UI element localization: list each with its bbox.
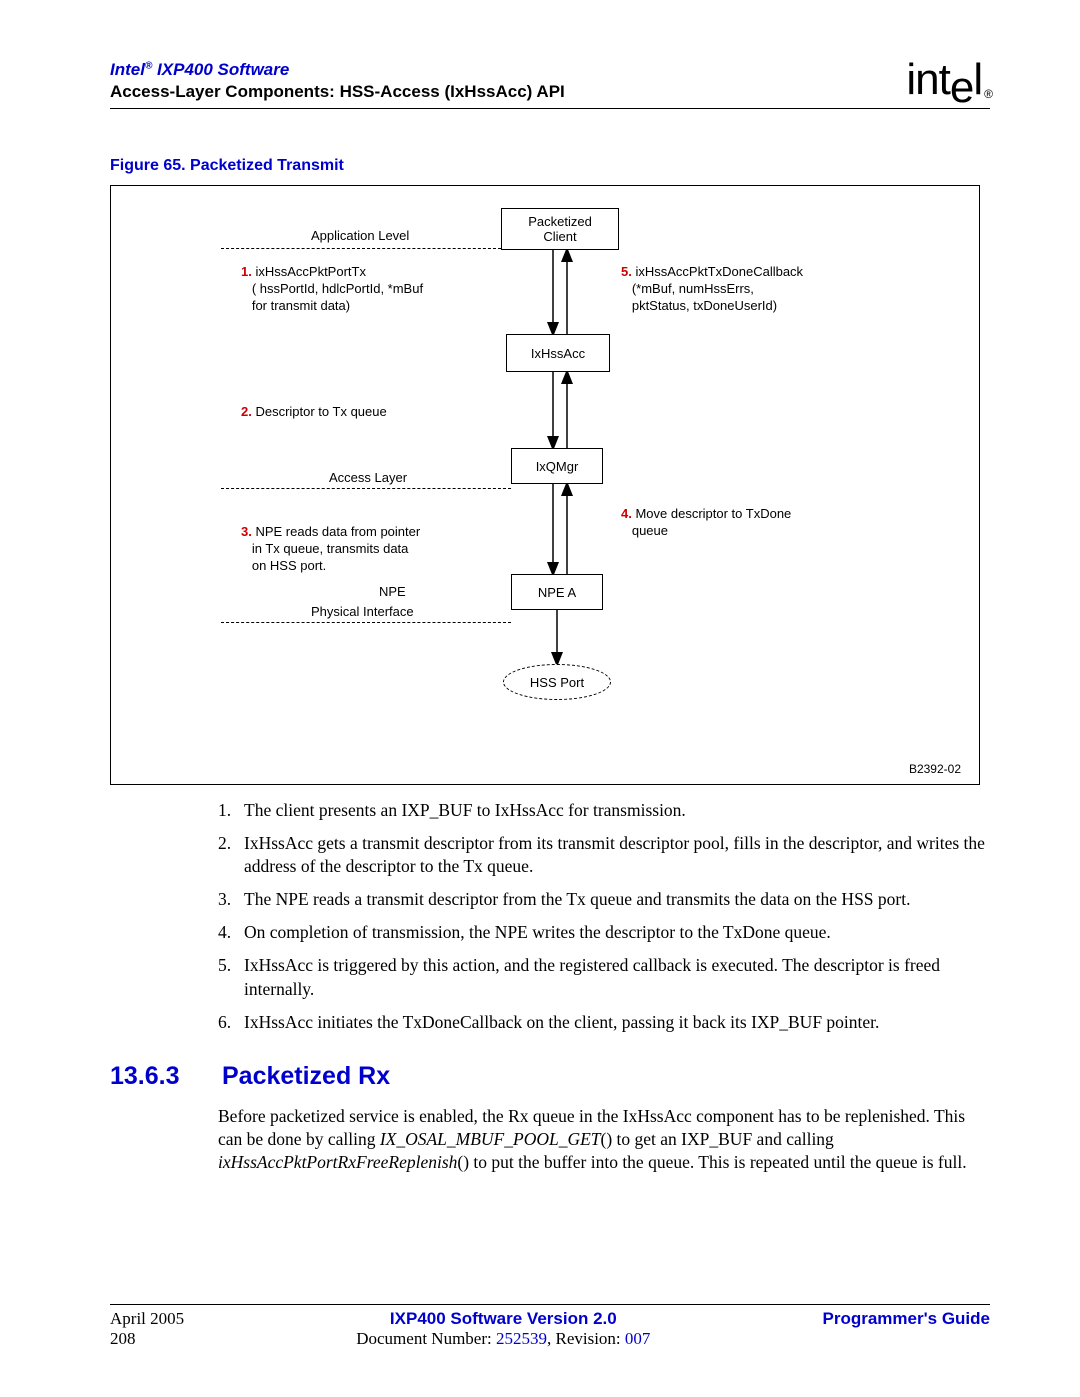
- page-footer: April 2005 208 IXP400 Software Version 2…: [110, 1304, 990, 1349]
- step-text: IxHssAcc initiates the TxDoneCallback on…: [244, 1011, 879, 1034]
- step-item: 6.IxHssAcc initiates the TxDoneCallback …: [218, 1011, 988, 1034]
- page-header: Intel® IXP400 Software Access-Layer Comp…: [110, 60, 990, 109]
- step-text: On completion of transmission, the NPE w…: [244, 921, 831, 944]
- step-text: IxHssAcc is triggered by this action, an…: [244, 954, 988, 1000]
- step-text: IxHssAcc gets a transmit descriptor from…: [244, 832, 988, 878]
- footer-doclabel: Document Number:: [356, 1329, 496, 1348]
- footer-date: April 2005: [110, 1309, 184, 1328]
- step-number: 5.: [218, 954, 244, 1000]
- header-product: Intel® IXP400 Software: [110, 60, 990, 80]
- footer-revnum: 007: [625, 1329, 651, 1348]
- layer-divider: [221, 622, 511, 623]
- step-item: 3.The NPE reads a transmit descriptor fr…: [218, 888, 988, 911]
- step-text: The NPE reads a transmit descriptor from…: [244, 888, 910, 911]
- annotation: 1. ixHssAccPktPortTx ( hssPortId, hdlcPo…: [241, 264, 461, 315]
- node-client: PacketizedClient: [501, 208, 619, 250]
- para-fn1: IX_OSAL_MBUF_POOL_GET: [380, 1129, 601, 1149]
- step-item: 4.On completion of transmission, the NPE…: [218, 921, 988, 944]
- layer-label: Physical Interface: [311, 604, 414, 621]
- footer-guide: Programmer's Guide: [823, 1309, 991, 1328]
- step-text: The client presents an IXP_BUF to IxHssA…: [244, 799, 686, 822]
- para-text3: () to put the buffer into the queue. Thi…: [457, 1152, 966, 1172]
- footer-docnum: 252539: [496, 1329, 547, 1348]
- step-number: 4.: [218, 921, 244, 944]
- annotation: 5. ixHssAccPktTxDoneCallback (*mBuf, num…: [621, 264, 861, 315]
- footer-center: IXP400 Software Version 2.0 Document Num…: [184, 1309, 822, 1349]
- layer-divider: [221, 248, 501, 249]
- step-item: 1.The client presents an IXP_BUF to IxHs…: [218, 799, 988, 822]
- header-subtitle: Access-Layer Components: HSS-Access (IxH…: [110, 82, 990, 102]
- node-ixqmgr: IxQMgr: [511, 448, 603, 484]
- layer-divider: [221, 488, 511, 489]
- section-paragraph: Before packetized service is enabled, th…: [218, 1105, 988, 1174]
- footer-right: Programmer's Guide: [823, 1309, 991, 1349]
- node-ixhss: IxHssAcc: [506, 334, 610, 372]
- layer-label: Access Layer: [329, 470, 407, 487]
- footer-left: April 2005 208: [110, 1309, 184, 1349]
- section-heading: 13.6.3 Packetized Rx: [110, 1062, 990, 1091]
- step-number: 1.: [218, 799, 244, 822]
- section-title: Packetized Rx: [222, 1062, 390, 1091]
- intel-logo: intel®: [906, 55, 990, 105]
- footer-version: IXP400 Software Version 2.0: [390, 1309, 617, 1328]
- figure-caption: Figure 65. Packetized Transmit: [110, 157, 990, 175]
- figure-id: B2392-02: [909, 762, 961, 776]
- header-rule: [110, 108, 990, 109]
- annotation: 3. NPE reads data from pointer in Tx que…: [241, 524, 471, 575]
- section-number: 13.6.3: [110, 1062, 222, 1091]
- layer-label: NPE: [379, 584, 406, 601]
- footer-rule: [110, 1304, 990, 1305]
- annotation: 4. Move descriptor to TxDone queue: [621, 506, 851, 540]
- footer-revlabel: , Revision:: [547, 1329, 625, 1348]
- step-item: 2.IxHssAcc gets a transmit descriptor fr…: [218, 832, 988, 878]
- node-npea: NPE A: [511, 574, 603, 610]
- step-number: 6.: [218, 1011, 244, 1034]
- footer-page: 208: [110, 1329, 136, 1348]
- annotation: 2. Descriptor to Tx queue: [241, 404, 441, 421]
- step-item: 5.IxHssAcc is triggered by this action, …: [218, 954, 988, 1000]
- step-list: 1.The client presents an IXP_BUF to IxHs…: [218, 799, 988, 1034]
- para-text2: () to get an IXP_BUF and calling: [601, 1129, 834, 1149]
- node-hssport: HSS Port: [503, 664, 611, 700]
- step-number: 3.: [218, 888, 244, 911]
- step-number: 2.: [218, 832, 244, 878]
- diagram-frame: PacketizedClient IxHssAcc IxQMgr NPE A HSS P…: [110, 185, 980, 785]
- layer-label: Application Level: [311, 228, 409, 245]
- para-fn2: ixHssAccPktPortRxFreeReplenish: [218, 1152, 457, 1172]
